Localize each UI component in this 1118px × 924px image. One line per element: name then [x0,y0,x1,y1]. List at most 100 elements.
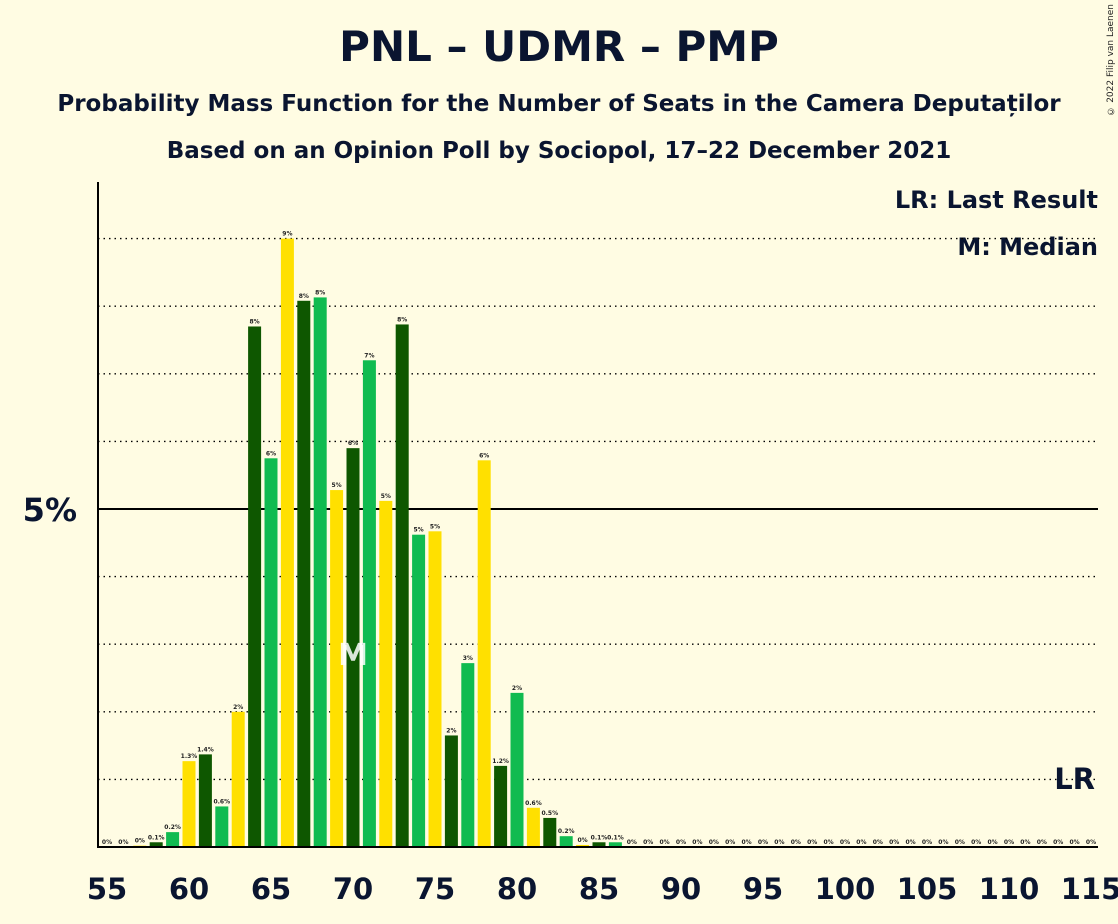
bar-value-label: 0% [118,839,128,846]
bar-value-label: 5% [332,482,342,489]
bar-value-label: 9% [282,231,292,238]
bar-value-label: 0.6% [213,798,230,805]
bar-value-label: 0% [988,839,998,846]
bar-value-label: 6% [479,452,489,459]
bar-value-label: 6% [348,440,358,447]
bar [280,238,294,848]
bar-value-label: 7% [364,352,374,359]
bar-value-label: 0% [725,839,735,846]
bar-value-label: 8% [397,316,407,323]
bar-value-label: 0% [758,839,768,846]
bar-value-label: 0% [1020,839,1030,846]
bar-value-label: 0% [938,839,948,846]
legend-median: M: Median [957,233,1098,261]
x-tick-label: 100 [815,872,876,906]
bar-value-label: 0% [578,837,588,844]
bar-value-label: 0% [1070,839,1080,846]
bar [461,663,475,847]
bar-value-label: 0% [922,839,932,846]
bar [182,761,196,847]
bar [543,817,557,847]
x-tick-label: 70 [333,872,373,906]
bar [510,692,524,847]
bar [248,326,262,848]
bar-value-label: 0% [1053,839,1063,846]
bar-value-label: 0% [1004,839,1014,846]
last-result-marker: LR [1054,762,1095,796]
bar [313,297,327,847]
bar [592,842,606,847]
bar-value-label: 0% [742,839,752,846]
bar-value-label: 0.2% [558,828,575,835]
bar-value-label: 5% [414,527,424,534]
x-tick-label: 65 [251,872,291,906]
bar-value-label: 0% [791,839,801,846]
bar-value-label: 0% [709,839,719,846]
bar-value-label: 0.2% [164,824,181,831]
bar-value-label: 0.5% [541,810,558,817]
bar-value-label: 1.4% [197,746,214,753]
x-tick-label: 105 [897,872,958,906]
bar-value-label: 0% [135,838,145,845]
bar [444,735,458,847]
bar [428,531,442,847]
x-tick-label: 95 [743,872,783,906]
bar [346,448,360,847]
chart-title: PNL – UDMR – PMP [339,22,779,71]
bar-value-label: 0% [676,839,686,846]
bar-value-label: 0.6% [525,800,542,807]
chart-source-subtitle: Based on an Opinion Poll by Sociopol, 17… [166,138,952,164]
bar-value-label: 0% [955,839,965,846]
bar-value-label: 1.3% [181,753,198,760]
bar [215,806,229,847]
bar [395,324,409,847]
bar [576,844,590,847]
bar-value-label: 0% [660,839,670,846]
x-tick-label: 110 [979,872,1040,906]
bar-value-label: 0% [856,839,866,846]
y-tick-label: 5% [23,491,77,529]
bar-value-label: 8% [299,293,309,300]
bar-value-label: 0% [643,839,653,846]
bar-value-label: 0.1% [148,834,165,841]
bar-value-label: 0% [692,839,702,846]
bar-value-label: 0% [1086,839,1096,846]
bar [477,460,491,847]
bar-value-label: 8% [315,289,325,296]
bar-value-label: 0% [971,839,981,846]
bar-value-label: 3% [463,655,473,662]
bar [526,807,540,847]
bar [379,500,393,847]
legend-last-result: LR: Last Result [894,186,1098,214]
bar [494,765,508,847]
x-tick-label: 85 [579,872,619,906]
median-marker: M [338,638,368,673]
x-tick-label: 90 [661,872,701,906]
bar-value-label: 0% [1037,839,1047,846]
bar-value-label: 0% [889,839,899,846]
bar [166,832,180,847]
bar [412,534,426,847]
bar [330,490,344,847]
bar-value-label: 5% [430,523,440,530]
x-tick-label: 80 [497,872,537,906]
bar [297,300,311,847]
x-tick-label: 75 [415,872,455,906]
bar-value-label: 0% [824,839,834,846]
bar-value-label: 5% [381,493,391,500]
bar [264,458,278,847]
x-tick-label: 60 [169,872,209,906]
bar-value-label: 0.1% [607,834,624,841]
bar [231,711,245,847]
chart-subtitle: Probability Mass Function for the Number… [57,91,1061,117]
bar-value-label: 2% [512,685,522,692]
bar-value-label: 1.2% [492,758,509,765]
bar [149,842,163,847]
x-tick-label: 55 [87,872,127,906]
x-tick-label: 115 [1061,872,1118,906]
bar-value-label: 0% [774,839,784,846]
bar-value-label: 8% [250,318,260,325]
bar-value-label: 0% [873,839,883,846]
bar [608,842,622,847]
